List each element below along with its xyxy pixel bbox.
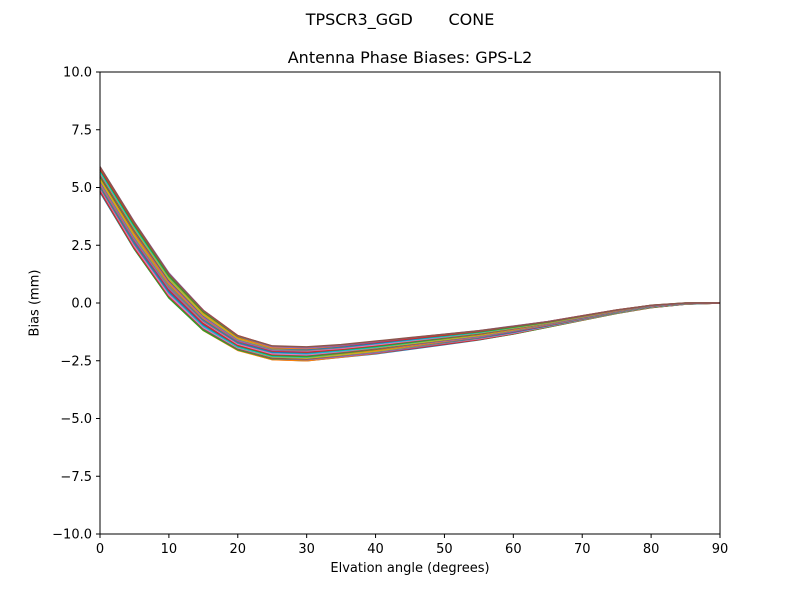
y-tick-label: 0.0 bbox=[71, 297, 92, 312]
x-tick-label: 90 bbox=[712, 542, 729, 557]
y-axis-ticks: −10.0 −7.5 −5.0 −2.5 0.0 2.5 5.0 7.5 10.0 bbox=[52, 66, 100, 543]
y-tick-label: 7.5 bbox=[71, 123, 92, 138]
y-axis-label: Bias (mm) bbox=[27, 269, 43, 337]
y-tick-label: 10.0 bbox=[63, 66, 92, 81]
data-series-group bbox=[99, 166, 721, 362]
y-tick-label: 5.0 bbox=[71, 181, 92, 196]
chart-title: Antenna Phase Biases: GPS-L2 bbox=[287, 48, 533, 67]
data-series-line bbox=[99, 166, 720, 348]
y-tick-label: −7.5 bbox=[60, 470, 92, 485]
x-tick-label: 20 bbox=[230, 542, 247, 557]
figure-suptitle: TPSCR3_GGD CONE bbox=[305, 10, 495, 29]
x-tick-label: 50 bbox=[436, 542, 453, 557]
y-tick-label: 2.5 bbox=[71, 239, 92, 254]
x-tick-label: 80 bbox=[643, 542, 660, 557]
x-tick-label: 60 bbox=[505, 542, 522, 557]
y-tick-label: −5.0 bbox=[60, 412, 92, 427]
x-tick-label: 40 bbox=[367, 542, 384, 557]
x-axis-ticks: 0 10 20 30 40 50 60 70 80 90 bbox=[96, 534, 728, 557]
y-tick-label: −10.0 bbox=[52, 528, 92, 543]
x-tick-label: 30 bbox=[298, 542, 315, 557]
y-tick-label: −2.5 bbox=[60, 354, 92, 369]
x-axis-label: Elvation angle (degrees) bbox=[330, 561, 490, 576]
x-tick-label: 70 bbox=[574, 542, 591, 557]
x-tick-label: 0 bbox=[96, 542, 104, 557]
x-tick-label: 10 bbox=[161, 542, 178, 557]
